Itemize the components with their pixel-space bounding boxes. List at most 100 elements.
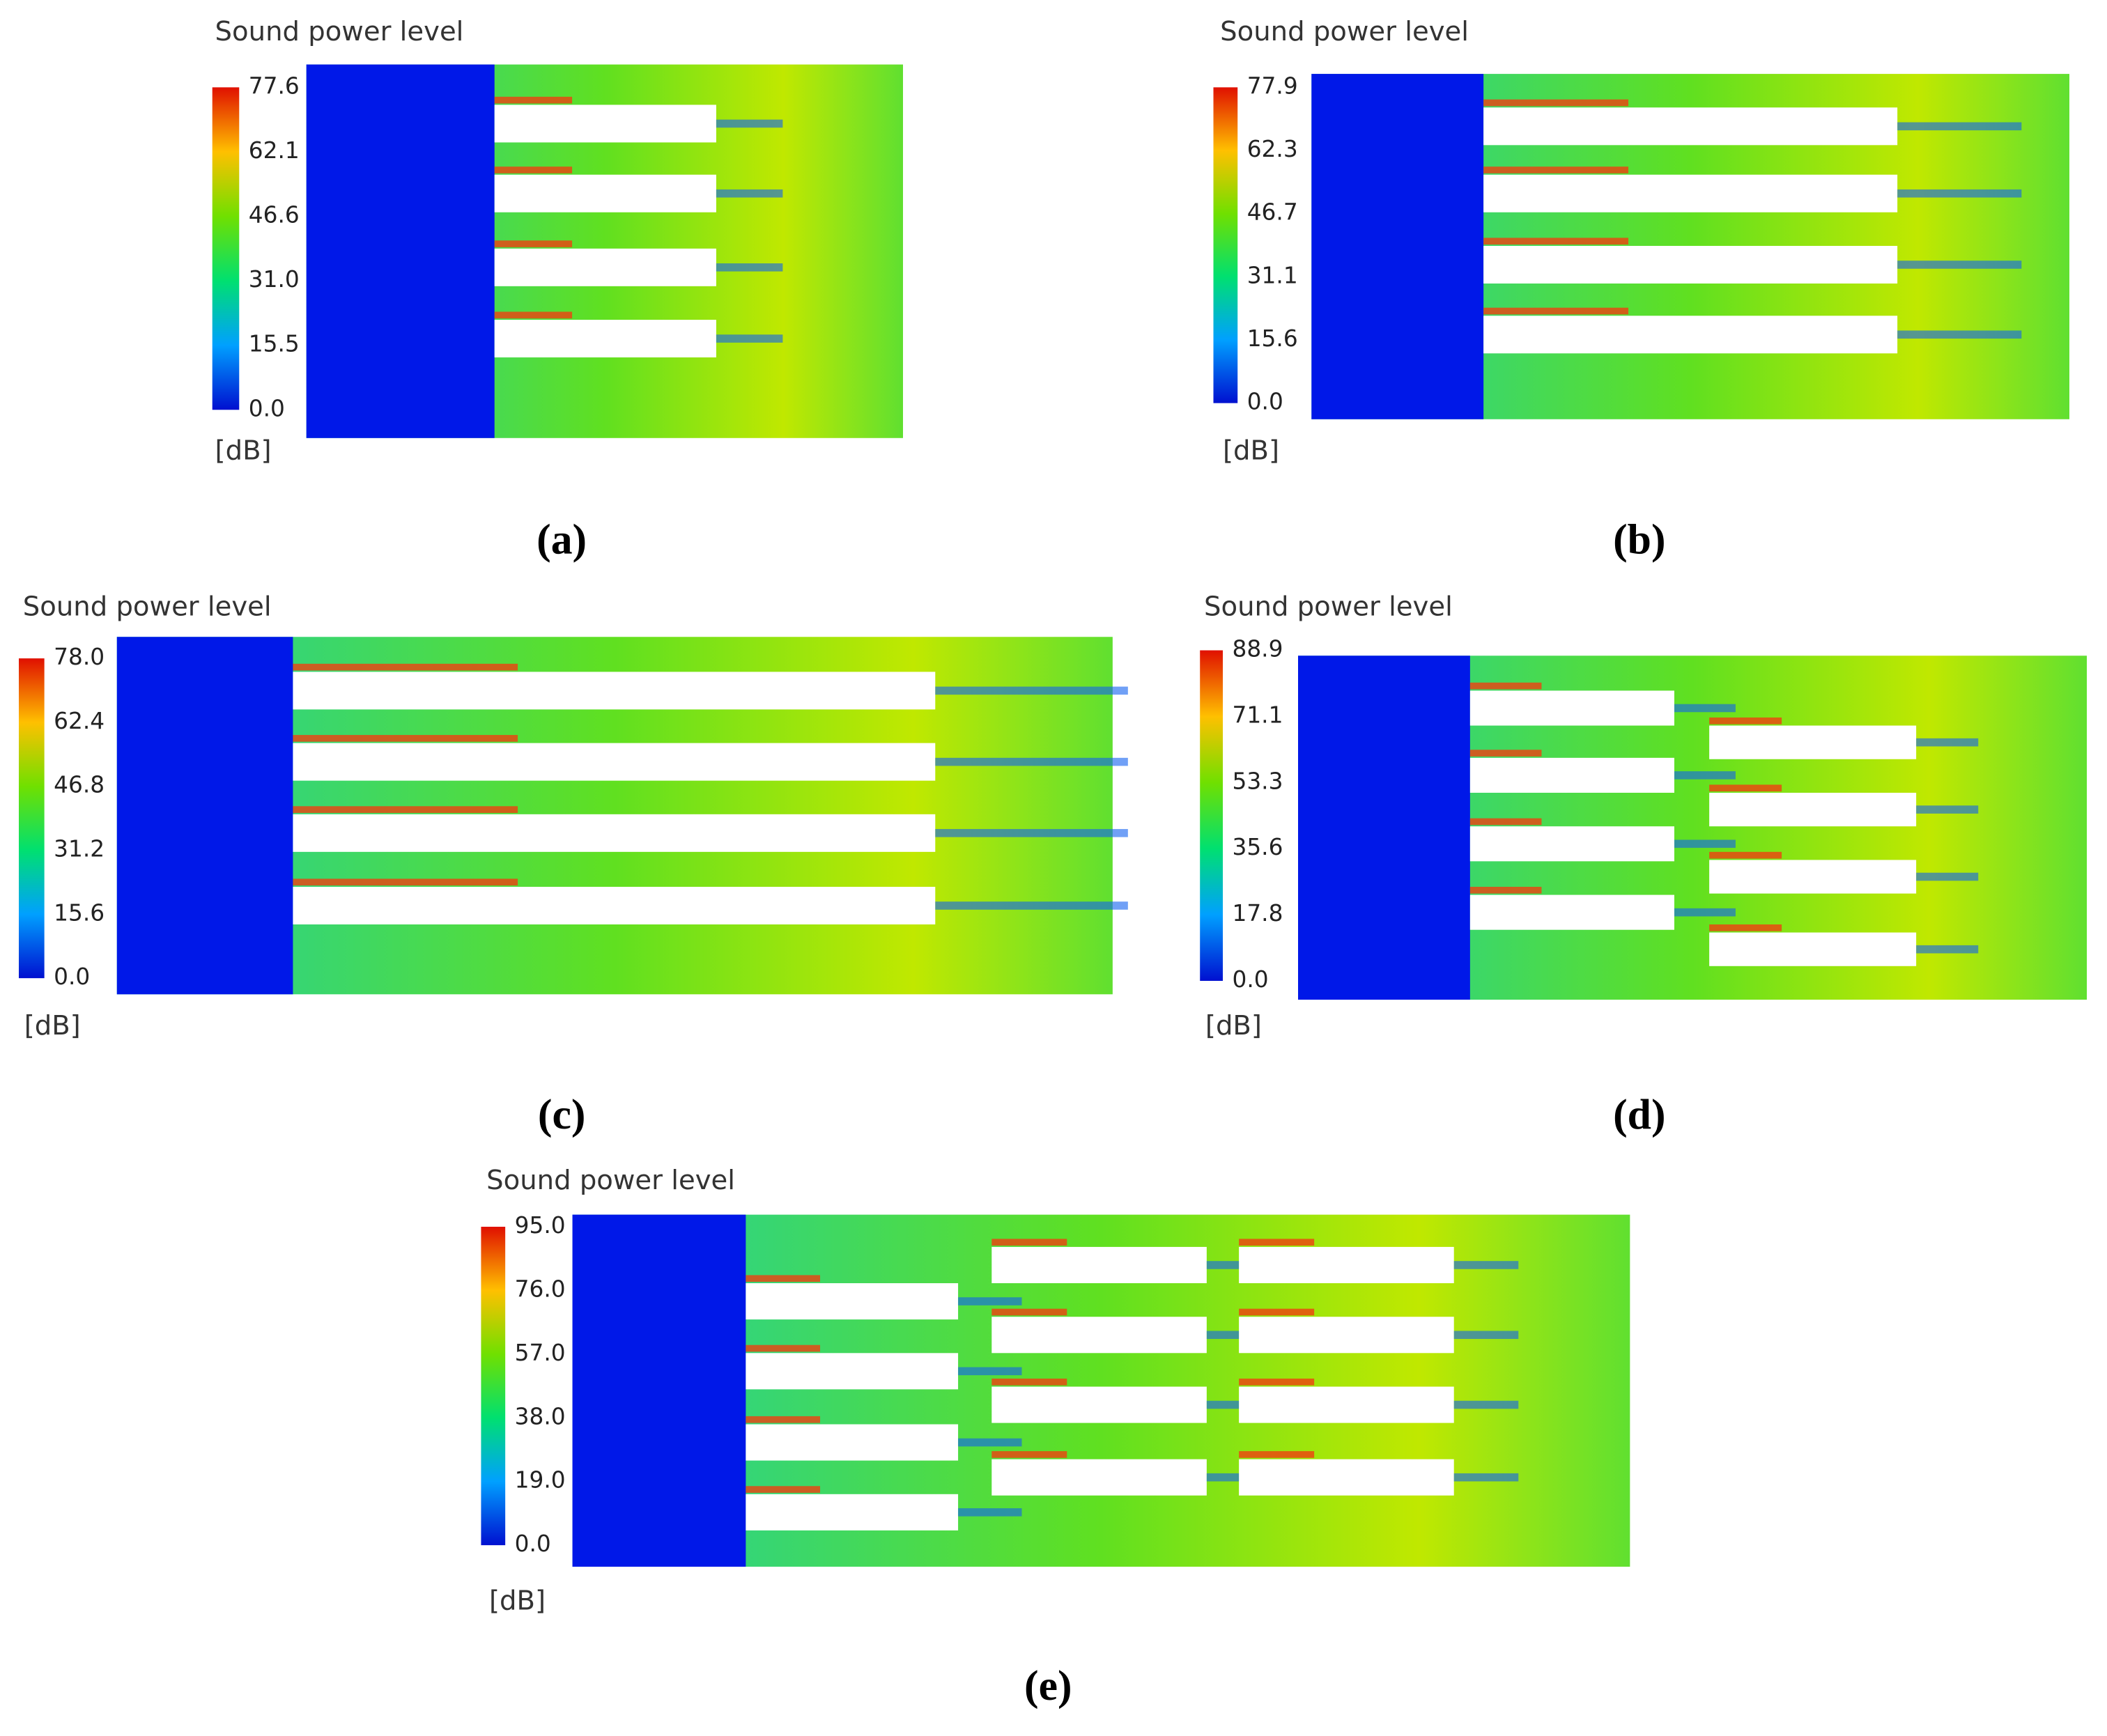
slot xyxy=(1483,174,1898,212)
colorbar-tick-label: 71.1 xyxy=(1233,702,1283,728)
slot xyxy=(746,1282,959,1320)
slot xyxy=(293,672,936,710)
colorbar-tick-label: 38.0 xyxy=(515,1403,566,1429)
wake-streak xyxy=(1709,851,1782,859)
wake-streak xyxy=(935,757,1128,766)
wake-streak xyxy=(716,189,783,198)
colorbar-title: Sound power level xyxy=(215,16,464,47)
wake-streak xyxy=(494,96,573,104)
slot xyxy=(1469,894,1674,930)
slot xyxy=(494,320,716,358)
wake-streak xyxy=(1453,1331,1519,1340)
wake-streak xyxy=(1897,330,2022,339)
colorbar-tick-label: 78.0 xyxy=(54,644,105,670)
wake-streak xyxy=(494,240,573,247)
colorbar-tick-label: 77.6 xyxy=(249,72,300,99)
wake-streak xyxy=(1674,908,1736,917)
colorbar-tick-label: 31.0 xyxy=(249,266,300,293)
unit-label: [dB] xyxy=(24,1010,81,1041)
inlet-region xyxy=(572,1214,746,1567)
slot xyxy=(1469,826,1674,862)
colorbar-tick-label: 15.5 xyxy=(249,331,300,357)
slot xyxy=(1239,1459,1454,1496)
slot xyxy=(1239,1246,1454,1283)
wake-streak xyxy=(1483,99,1629,107)
wake-streak xyxy=(746,1416,821,1423)
wake-streak xyxy=(716,263,783,272)
wake-streak xyxy=(1709,924,1782,931)
slot xyxy=(991,1246,1207,1283)
slot xyxy=(494,248,716,286)
wake-streak xyxy=(1239,1308,1315,1316)
wake-streak xyxy=(293,878,518,886)
wake-streak xyxy=(1709,784,1782,792)
colorbar-tick-label: 62.3 xyxy=(1247,136,1298,162)
slot xyxy=(991,1386,1207,1423)
wake-streak xyxy=(1239,1451,1315,1458)
panel-label: (e) xyxy=(1024,1662,1072,1710)
wake-streak xyxy=(1916,738,1979,747)
slot xyxy=(494,104,716,143)
wake-streak xyxy=(293,663,518,671)
colorbar xyxy=(1200,650,1223,982)
wake-streak xyxy=(958,1438,1022,1447)
wake-streak xyxy=(1469,682,1542,690)
slot xyxy=(1469,690,1674,726)
colorbar-title: Sound power level xyxy=(1220,16,1469,47)
colorbar-tick-label: 31.2 xyxy=(54,836,105,862)
colorbar-title: Sound power level xyxy=(486,1165,735,1196)
wake-streak xyxy=(1897,189,2022,198)
slot xyxy=(1483,316,1898,354)
wake-streak xyxy=(1674,839,1736,848)
slot xyxy=(746,1494,959,1530)
slot xyxy=(1709,792,1917,827)
colorbar xyxy=(212,87,240,410)
unit-label: [dB] xyxy=(1205,1010,1262,1041)
slot xyxy=(1239,1317,1454,1354)
wake-streak xyxy=(958,1297,1022,1305)
slot xyxy=(1709,932,1917,966)
wake-streak xyxy=(958,1508,1022,1517)
colorbar-title: Sound power level xyxy=(23,591,272,622)
colorbar-tick-label: 62.4 xyxy=(54,708,105,734)
colorbar-tick-label: 31.1 xyxy=(1247,262,1298,288)
wake-streak xyxy=(746,1486,821,1493)
wake-streak xyxy=(1469,887,1542,894)
slot xyxy=(293,887,936,925)
wake-streak xyxy=(1674,771,1736,780)
wake-streak xyxy=(716,334,783,343)
panel-label: (b) xyxy=(1613,516,1665,564)
wake-streak xyxy=(935,829,1128,837)
colorbar-tick-label: 95.0 xyxy=(515,1212,566,1239)
colorbar xyxy=(1213,87,1238,403)
slot xyxy=(991,1317,1207,1354)
wake-streak xyxy=(935,901,1128,910)
wake-streak xyxy=(293,735,518,742)
wake-streak xyxy=(1483,307,1629,315)
wake-streak xyxy=(1469,750,1542,757)
wake-streak xyxy=(746,1344,821,1352)
wake-streak xyxy=(1453,1473,1519,1482)
unit-label: [dB] xyxy=(1223,435,1279,467)
colorbar-tick-label: 0.0 xyxy=(54,963,90,990)
unit-label: [dB] xyxy=(489,1586,546,1617)
colorbar xyxy=(481,1226,506,1546)
panel-label: (c) xyxy=(538,1091,585,1138)
wake-streak xyxy=(1709,717,1782,724)
wake-streak xyxy=(293,806,518,813)
slot xyxy=(1709,860,1917,894)
wake-streak xyxy=(991,1378,1067,1386)
colorbar-tick-label: 46.7 xyxy=(1247,199,1298,226)
unit-label: [dB] xyxy=(215,435,272,467)
wake-streak xyxy=(991,1239,1067,1246)
colorbar-tick-label: 46.8 xyxy=(54,772,105,798)
wake-streak xyxy=(1469,818,1542,826)
slot xyxy=(293,814,936,852)
wake-streak xyxy=(1897,122,2022,131)
colorbar-tick-label: 53.3 xyxy=(1233,768,1283,794)
slot xyxy=(1483,107,1898,146)
colorbar-tick-label: 77.9 xyxy=(1247,72,1298,99)
colorbar-tick-label: 0.0 xyxy=(1233,966,1269,993)
colorbar-tick-label: 62.1 xyxy=(249,137,300,164)
